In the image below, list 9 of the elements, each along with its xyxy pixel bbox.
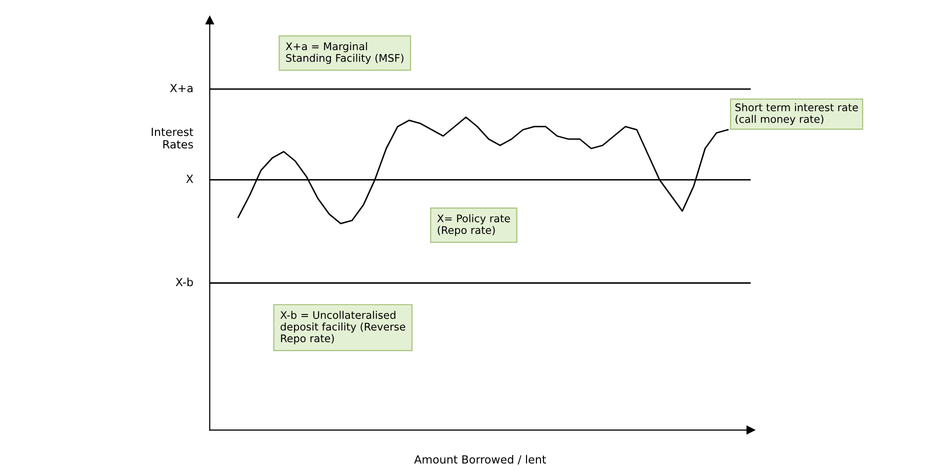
text: X+a = Marginal Standing Facility (MSF) xyxy=(286,42,404,64)
y-axis-title: Interest Rates xyxy=(152,128,194,149)
annotation: X-b = Uncollateralised deposit facility (Reverse Repo rate) xyxy=(280,310,406,344)
annotation: X= Policy rate (Repo rate) xyxy=(437,214,510,236)
series-label: Short term interest rate (call money rate) xyxy=(735,103,858,125)
ref-line-label: X-b xyxy=(176,278,193,286)
x-axis-title: Amount Borrowed / lent xyxy=(414,455,546,464)
ref-line-label: X+a xyxy=(170,84,192,92)
ref-line-label: X xyxy=(186,174,194,183)
